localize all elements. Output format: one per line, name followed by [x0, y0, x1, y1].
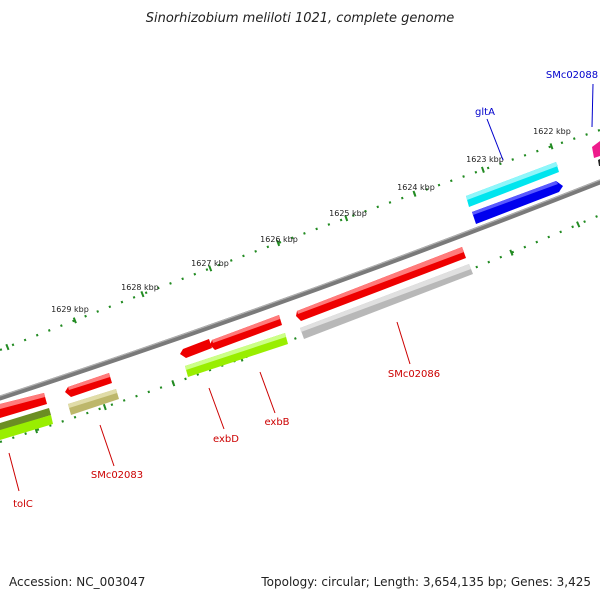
- outer-tick-1: [72, 317, 77, 324]
- kbp-label-1629: 1629 kbp: [51, 305, 89, 314]
- callout-line-SMc02088: [591, 83, 594, 128]
- gene-SMc02088-feature[interactable]: [592, 141, 600, 158]
- gene-exbD-feature[interactable]: [180, 339, 212, 358]
- gene-label-tolC[interactable]: tolC: [13, 499, 33, 510]
- gene-gltA-highlight: [466, 162, 558, 200]
- kbp-label-1623: 1623 kbp: [466, 155, 504, 164]
- genome-backbone-highlight: [0, 179, 600, 397]
- callout-line-exbB: [259, 371, 276, 414]
- callout-line-SMc02083: [99, 424, 115, 467]
- SMc02086-product-highlight: [300, 264, 471, 332]
- gene-label-gltA[interactable]: gltA: [475, 107, 495, 118]
- gene-label-exbD[interactable]: exbD: [213, 434, 239, 445]
- genome-summary-text: Topology: circular; Length: 3,654,135 bp…: [260, 575, 591, 589]
- inner-tick-1: [102, 403, 107, 411]
- kbp-label-1627: 1627 kbp: [191, 259, 229, 268]
- gene-label-exbB[interactable]: exbB: [264, 417, 289, 428]
- outer-tick-3: [208, 265, 213, 272]
- outer-tick-5: [344, 215, 349, 222]
- callout-line-gltA: [486, 118, 504, 161]
- gene-exbB-highlight: [212, 315, 280, 343]
- inner-tick-7: [509, 249, 514, 256]
- gene-tolC-highlight: [0, 393, 45, 409]
- outer-tick-0: [5, 343, 10, 351]
- kbp-label-1624: 1624 kbp: [397, 183, 435, 192]
- gene-label-SMc02088[interactable]: SMc02088: [546, 70, 598, 81]
- kbp-label-1626: 1626 kbp: [260, 235, 298, 244]
- accession-text: Accession: NC_003047: [9, 575, 145, 589]
- gene-SMc02083-highlight: [68, 373, 110, 390]
- gene-label-SMc02083[interactable]: SMc02083: [91, 470, 143, 481]
- gltA-product-feature: [472, 181, 563, 224]
- outer-tick-6: [412, 190, 417, 197]
- gltA-product-highlight: [472, 181, 558, 215]
- tolC-product-light-feature: [0, 415, 53, 440]
- outer-tick-7: [480, 166, 485, 173]
- kbp-label-1628: 1628 kbp: [121, 283, 159, 292]
- outer-major-ticks: [5, 143, 554, 351]
- genome-backbone: [0, 179, 600, 401]
- kbp-label-1625: 1625 kbp: [329, 209, 367, 218]
- exbB-product-highlight: [185, 333, 286, 370]
- callout-line-SMc02086: [396, 321, 411, 365]
- outer-tick-2: [140, 290, 145, 298]
- inner-tick-2: [171, 380, 176, 387]
- gene-label-SMc02086[interactable]: SMc02086: [388, 369, 440, 380]
- callout-line-tolC: [8, 452, 20, 492]
- inner-tick-8: [576, 221, 581, 228]
- outer-tick-8: [549, 143, 554, 150]
- outer-tick-4: [276, 239, 281, 247]
- kbp-label-1622: 1622 kbp: [533, 127, 571, 136]
- map-title: Sinorhizobium meliloti 1021, complete ge…: [146, 11, 455, 26]
- tolC-product-dark-feature: [0, 408, 51, 431]
- callout-line-exbD: [208, 387, 225, 430]
- gene-SMc02086-highlight: [297, 247, 464, 314]
- SMc02083-product-highlight: [68, 389, 117, 408]
